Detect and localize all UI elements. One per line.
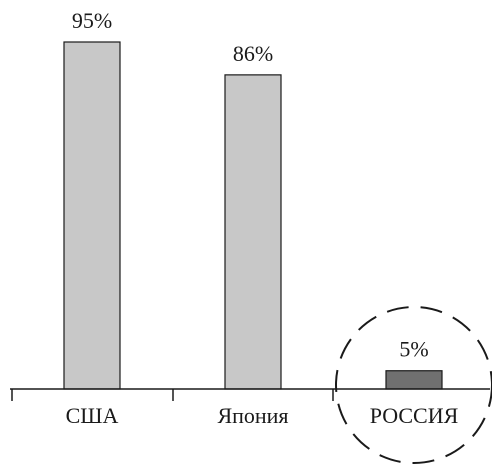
x-axis-ticks — [11, 389, 334, 401]
value-label-2: 5% — [399, 337, 428, 362]
bar-1 — [224, 74, 282, 390]
bars-layer — [63, 41, 443, 390]
value-label-1: 86% — [233, 41, 273, 66]
category-label-0: США — [66, 403, 119, 428]
value-labels-layer: 95% 86% 5% — [72, 8, 429, 362]
russia-highlight-circle — [335, 306, 492, 464]
category-label-2: РОССИЯ — [370, 403, 459, 428]
value-label-0: 95% — [72, 8, 112, 33]
bar-2 — [385, 370, 443, 390]
bar-0 — [63, 41, 121, 390]
category-labels-layer: США Япония РОССИЯ — [66, 403, 459, 428]
category-label-1: Япония — [217, 403, 288, 428]
